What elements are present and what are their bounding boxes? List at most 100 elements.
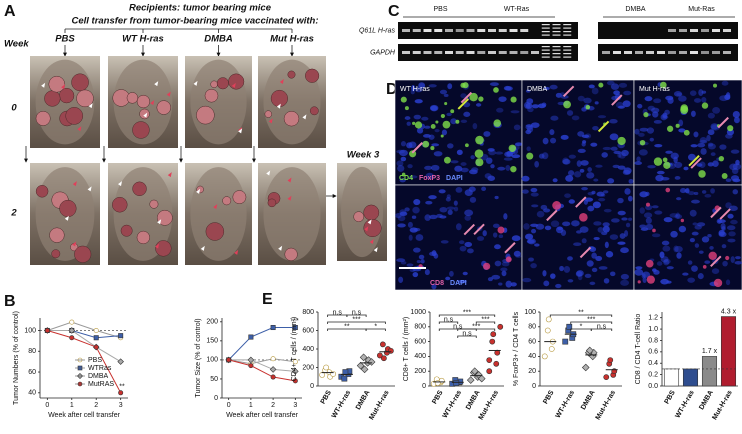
- nucleus: [525, 102, 533, 109]
- stain: [675, 123, 680, 128]
- y-tick-label: 1000: [410, 309, 426, 316]
- nucleus: [622, 169, 631, 175]
- panel-a-header: Recipients: tumor bearing mice: [129, 3, 272, 14]
- x-axis-label: Week after cell transfer: [48, 412, 121, 419]
- nucleus: [673, 245, 679, 253]
- data-point: [562, 338, 569, 345]
- nucleus: [687, 191, 695, 196]
- stain: [698, 170, 706, 178]
- nucleus: [581, 238, 587, 244]
- nucleus: [472, 122, 478, 130]
- gel-band: [668, 29, 676, 32]
- gel-band: [477, 51, 486, 54]
- data-point: [581, 363, 590, 372]
- stain: [617, 136, 626, 146]
- x-tick-label: 0: [227, 402, 231, 409]
- stain: [646, 275, 655, 284]
- tumor: [267, 198, 277, 208]
- nucleus: [552, 178, 558, 183]
- legend-label: PBS: [88, 357, 102, 364]
- nucleus: [428, 195, 437, 200]
- nucleus: [439, 215, 447, 219]
- ladder-band: [552, 27, 561, 29]
- significance-label: ***: [481, 316, 489, 323]
- nucleus: [404, 207, 410, 212]
- nucleus: [457, 279, 467, 284]
- stain: [404, 106, 409, 111]
- ladder-band: [541, 49, 550, 51]
- nucleus: [593, 221, 602, 226]
- nucleus: [407, 164, 413, 169]
- pointer-arrow: [504, 242, 516, 254]
- panel-letter: B: [4, 293, 16, 310]
- nucleus: [449, 270, 454, 277]
- y-tick-label: 60: [28, 369, 36, 376]
- arrowhead: [154, 81, 159, 87]
- tumor: [48, 75, 66, 93]
- mouse-photo: [30, 56, 100, 148]
- nucleus: [398, 276, 404, 283]
- gel-group: PBS: [433, 6, 447, 13]
- gel-band: [531, 51, 539, 54]
- nucleus: [624, 230, 629, 237]
- stain: [713, 278, 723, 288]
- nucleus: [515, 254, 522, 258]
- nucleus: [617, 152, 622, 158]
- x-tick-label: Mut-H-ras: [368, 389, 390, 421]
- nucleus: [712, 107, 721, 114]
- ladder-band: [552, 31, 561, 33]
- tumor: [35, 185, 49, 198]
- stain: [440, 113, 445, 119]
- nucleus: [602, 225, 610, 233]
- nucleus: [455, 187, 463, 193]
- stain-label: FoxP3: [419, 175, 440, 182]
- nucleus: [511, 154, 521, 159]
- tumor: [156, 209, 173, 226]
- tumor: [216, 77, 229, 90]
- stain: [665, 187, 671, 193]
- nucleus: [730, 175, 740, 181]
- nucleus: [459, 245, 467, 252]
- arrowhead: [166, 91, 171, 97]
- gel-band: [412, 51, 421, 54]
- nucleus: [673, 156, 678, 164]
- gel-band: [712, 51, 720, 54]
- tumor: [228, 73, 245, 90]
- nucleus: [409, 268, 416, 273]
- y-tick-label: 600: [414, 338, 426, 345]
- nucleus: [399, 178, 406, 183]
- ladder-band: [563, 53, 572, 55]
- annotation: **: [119, 384, 125, 391]
- y-tick-label: 20: [528, 368, 536, 375]
- arrowhead: [196, 188, 201, 194]
- x-tick-label: 2: [94, 402, 98, 409]
- arrowhead: [234, 249, 239, 255]
- ladder-band: [541, 27, 550, 29]
- ladder-band: [541, 56, 550, 58]
- nucleus: [645, 217, 652, 224]
- arrowhead: [364, 226, 369, 232]
- nucleus: [694, 98, 702, 103]
- micrograph-bg: [633, 184, 742, 291]
- nucleus: [704, 260, 711, 264]
- data-point: [367, 358, 376, 366]
- tumor: [44, 90, 61, 107]
- nucleus: [513, 250, 521, 257]
- data-point: [226, 357, 232, 363]
- y-tick-label: 150: [206, 338, 218, 345]
- nucleus: [594, 101, 599, 105]
- ladder-band: [552, 46, 561, 48]
- nucleus: [469, 169, 478, 175]
- pointer-arrow: [460, 91, 473, 104]
- nucleus: [596, 191, 605, 197]
- stain: [727, 125, 734, 132]
- nucleus: [584, 197, 594, 202]
- nucleus: [617, 165, 626, 170]
- gel-row-label: Q61L H-ras: [359, 27, 396, 34]
- data-point: [117, 358, 124, 365]
- nucleus: [639, 207, 645, 214]
- mouse-photo: [108, 163, 178, 265]
- gel-band: [602, 51, 610, 54]
- nucleus: [460, 119, 468, 124]
